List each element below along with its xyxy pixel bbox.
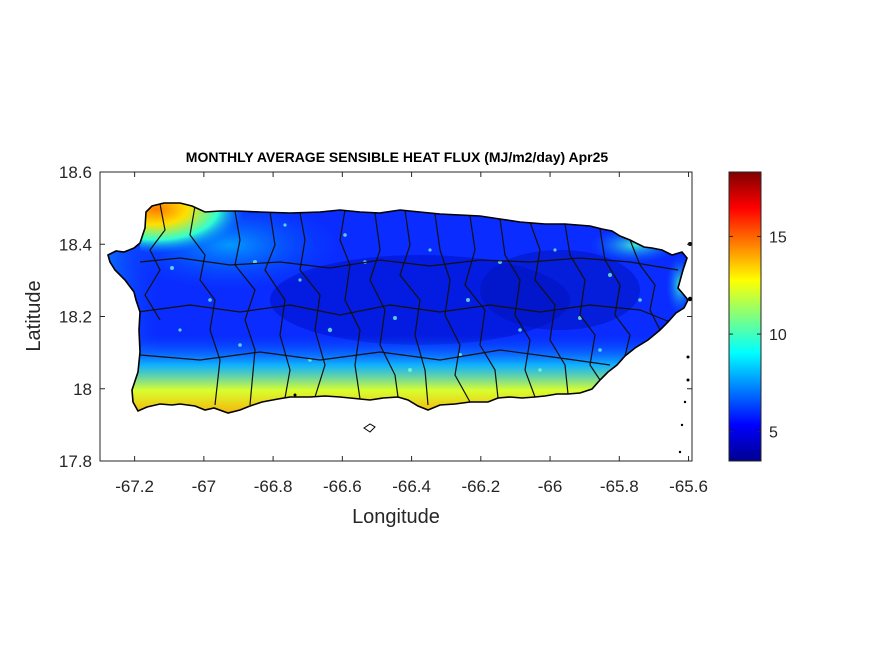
y-tick-label: 18 (73, 380, 92, 399)
islet-east-3 (686, 355, 690, 359)
colorbar-tick-label: 5 (769, 425, 778, 442)
islet-east-5 (683, 400, 687, 404)
y-tick-label: 18.2 (59, 308, 92, 327)
colorbar-ticks: 5 10 15 (729, 229, 787, 442)
colorbar-tick-label: 10 (769, 327, 787, 344)
municipality-boundaries (137, 203, 679, 406)
x-tick-label: -65.6 (669, 477, 708, 496)
east-interior-low-flux (480, 250, 640, 330)
y-tick-label: 18.4 (59, 235, 92, 254)
x-tick-label: -66 (538, 477, 563, 496)
x-tick-label: -66.4 (392, 477, 431, 496)
islet-east-2 (687, 296, 693, 302)
x-tick-label: -67.2 (115, 477, 154, 496)
y-axis: 17.8 18 18.2 18.4 18.6 (59, 163, 692, 471)
flux-hotspots (170, 223, 642, 372)
x-tick-label: -66.8 (254, 477, 293, 496)
x-axis: -67.2 -67 -66.8 -66.6 -66.4 -66.2 -66 -65.8 -65.… (115, 172, 708, 496)
islet-east-6 (680, 423, 684, 427)
x-tick-label: -67 (192, 477, 217, 496)
island-coastline (107, 202, 689, 414)
islet-south-1 (293, 393, 297, 397)
x-tick-label: -66.6 (323, 477, 362, 496)
x-tick-label: -65.8 (600, 477, 639, 496)
x-axis-label: Longitude (352, 506, 440, 528)
colorbar (728, 171, 762, 462)
islet-east-4 (686, 378, 690, 382)
y-tick-label: 17.8 (59, 452, 92, 471)
x-tick-label: -66.2 (461, 477, 500, 496)
caja-de-muertos-islet (363, 423, 376, 433)
y-axis-label: Latitude (23, 280, 45, 351)
islet-east-7 (678, 450, 682, 454)
y-tick-label: 18.6 (59, 163, 92, 182)
map-title: MONTHLY AVERAGE SENSIBLE HEAT FLUX (MJ/m… (186, 149, 609, 165)
colorbar-tick-label: 15 (769, 229, 787, 246)
